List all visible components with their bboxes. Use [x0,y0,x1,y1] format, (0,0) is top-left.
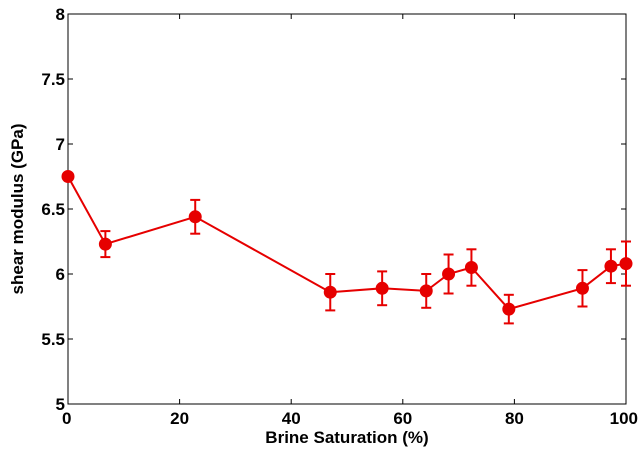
data-point [98,237,112,251]
y-tick-label: 8 [56,5,65,24]
y-tick-label: 5 [56,395,65,414]
data-point [61,170,75,183]
x-axis-label: Brine Saturation (%) [265,428,428,447]
data-point [604,259,618,273]
data-point [188,210,202,224]
x-tick-label: 20 [170,409,189,428]
data-point [323,285,337,299]
y-tick-label: 7.5 [41,70,65,89]
data-point [464,261,478,274]
data-point [619,257,633,271]
x-tick-label: 0 [62,409,71,428]
x-tick-label: 100 [610,409,638,428]
y-axis-label: shear modulus (GPa) [8,124,27,295]
y-tick-label: 7 [56,135,65,154]
x-tick-label: 60 [393,409,412,428]
tick-labels: 0 20 40 60 80 100 5 5.5 6 6.5 7 7.5 8 [41,5,638,428]
y-tick-label: 5.5 [41,330,65,349]
axis-ticks [67,13,627,405]
data-point [442,267,456,281]
y-tick-label: 6.5 [41,200,65,219]
data-point [419,284,433,298]
data-point [375,281,389,295]
plot-frame [67,13,627,405]
series-line [67,176,627,311]
x-tick-label: 80 [505,409,524,428]
data-point [575,281,589,295]
series-marks [61,170,633,325]
y-tick-label: 6 [56,265,65,284]
x-tick-label: 40 [282,409,301,428]
data-point [502,302,516,316]
